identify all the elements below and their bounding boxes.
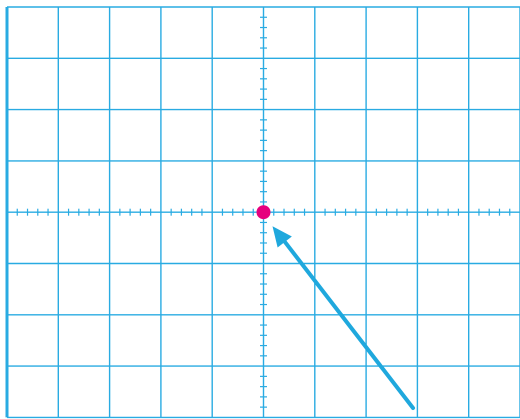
graticule-grid [5,6,520,419]
arrow-shaft [278,234,415,410]
beam-spot [256,205,271,220]
arrow-head [272,226,292,248]
graticule-ticks [16,16,511,408]
arrow-icon [272,226,415,410]
